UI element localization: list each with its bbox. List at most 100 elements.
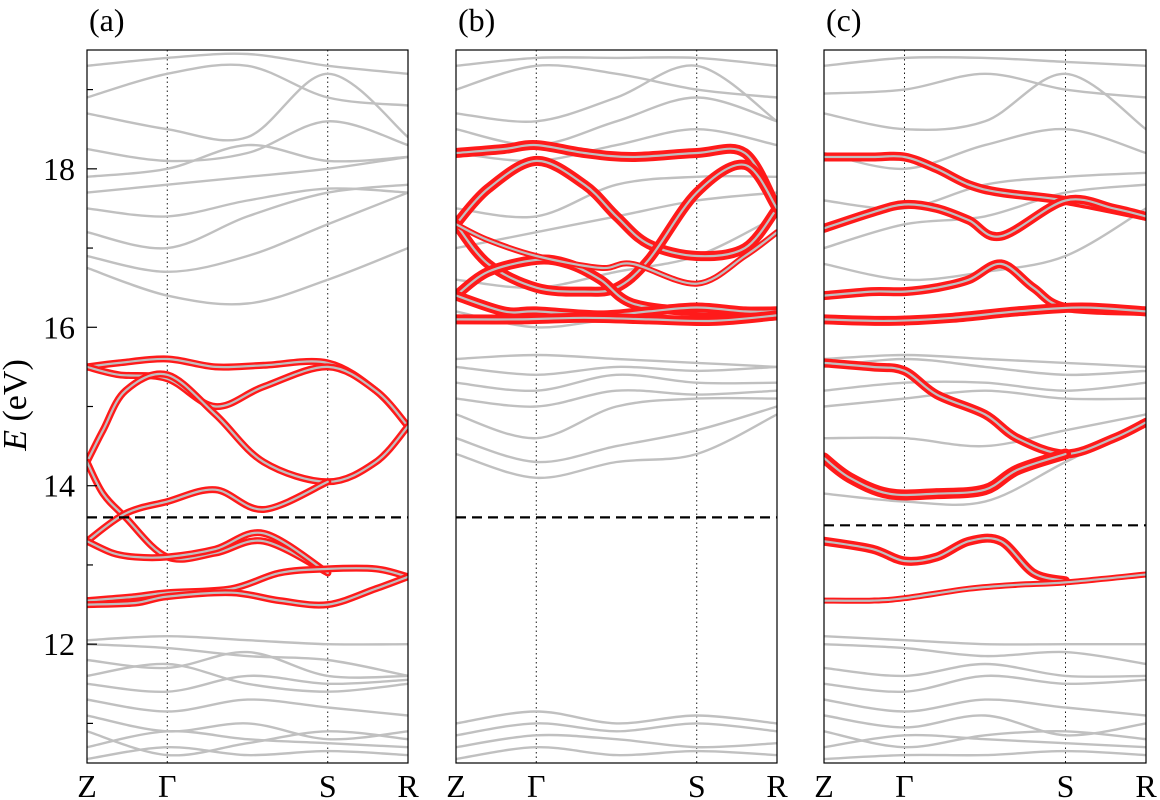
weighted-band	[824, 533, 1070, 586]
gray-band	[456, 64, 777, 123]
gray-band	[456, 710, 777, 725]
plot-area	[456, 50, 777, 763]
gray-band	[824, 357, 1146, 377]
gray-band	[87, 674, 408, 694]
weighted-band-core	[456, 314, 777, 323]
gray-band	[87, 714, 408, 741]
x-tick-label: S	[1057, 768, 1075, 800]
panel-b: (b) Z Γ S R	[446, 2, 788, 800]
gray-band	[87, 643, 408, 678]
x-tick-label: S	[319, 768, 337, 800]
plot-area	[87, 50, 408, 763]
y-axis-label: E (eV)	[0, 359, 34, 452]
weighted-band-core	[456, 223, 777, 285]
gray-band	[824, 662, 1146, 678]
panels: (a) Z Γ S R 12 14 16 18 (b) Z Γ S R (c) Z Γ S R	[43, 2, 1157, 800]
gray-band	[87, 650, 408, 679]
weighted-band-core	[824, 537, 1067, 582]
y-tick-label: 12	[43, 626, 75, 662]
weighted-band-core	[824, 198, 1146, 238]
x-tick-label: R	[766, 768, 788, 800]
gray-band	[87, 729, 408, 749]
x-tick-label: R	[1135, 768, 1157, 800]
weighted-band-core	[824, 452, 1067, 497]
weighted-band-core	[824, 306, 1146, 323]
gray-band	[824, 643, 1146, 666]
gray-band	[456, 56, 777, 67]
gray-band	[456, 215, 777, 290]
y-tick-label: 14	[43, 468, 75, 504]
y-tick-label: 16	[43, 309, 75, 345]
gray-band	[87, 698, 408, 717]
gray-band	[824, 635, 1146, 646]
weighted-band-core	[87, 372, 408, 483]
gray-band	[456, 396, 777, 440]
plot-area	[824, 50, 1146, 763]
gray-band	[87, 634, 408, 646]
gray-band	[87, 143, 408, 178]
gray-band	[87, 183, 408, 250]
gray-band	[824, 413, 1146, 448]
gray-band	[824, 127, 1146, 171]
gray-band	[87, 246, 408, 306]
x-tick-label: Z	[446, 768, 466, 800]
gray-band	[824, 380, 1146, 392]
weighted-band-core	[87, 531, 329, 574]
gray-band	[456, 745, 777, 761]
x-tick-label: Γ	[158, 768, 177, 800]
gray-band	[824, 749, 1146, 761]
gray-band	[824, 733, 1146, 749]
weighted-band	[824, 358, 1146, 459]
weighted-band-core	[87, 567, 408, 602]
x-tick-label: Γ	[895, 768, 914, 800]
x-tick-label: Z	[77, 768, 97, 800]
plot-frame	[455, 49, 778, 764]
plot-frame	[823, 49, 1147, 764]
panel-label: (a)	[89, 2, 125, 38]
gray-band	[456, 413, 777, 480]
gray-band	[456, 127, 777, 163]
y-tick-label: 18	[43, 151, 75, 187]
gray-band	[87, 730, 408, 757]
panel-c: (c) Z Γ S R	[814, 2, 1157, 800]
gray-band	[456, 96, 777, 147]
panel-label: (c)	[826, 2, 862, 38]
gray-band	[824, 72, 1146, 99]
weighted-band	[824, 194, 1146, 242]
gray-band	[87, 120, 408, 163]
gray-band	[824, 55, 1146, 67]
x-tick-label: R	[397, 768, 419, 800]
gray-band	[824, 674, 1146, 694]
gray-band	[824, 353, 1146, 369]
gray-band	[456, 353, 777, 369]
gray-band	[87, 191, 408, 274]
gray-band	[456, 405, 777, 464]
weighted-band-core	[87, 365, 408, 428]
gray-band	[456, 373, 777, 393]
panel-a: (a) Z Γ S R 12 14 16 18	[43, 2, 419, 800]
gray-band	[824, 183, 1146, 250]
x-tick-label: S	[688, 768, 706, 800]
weighted-band	[87, 370, 408, 486]
x-tick-label: Z	[814, 768, 834, 800]
gray-band	[87, 187, 408, 218]
gray-band	[87, 52, 408, 75]
gray-band	[87, 155, 408, 194]
weighted-band-core	[456, 159, 777, 258]
gray-band	[456, 733, 777, 749]
weighted-band	[824, 448, 1071, 501]
gray-band	[824, 72, 1146, 132]
weighted-band-core	[456, 143, 777, 210]
x-tick-label: Γ	[527, 768, 546, 800]
gray-band	[824, 389, 1146, 408]
gray-band	[824, 714, 1146, 737]
y-axis-title: E (eV)	[0, 359, 34, 452]
gray-band	[456, 389, 777, 408]
gray-band	[824, 698, 1146, 717]
weighted-band-core	[824, 573, 1146, 602]
gray-band	[456, 722, 777, 737]
gray-band	[87, 745, 408, 761]
gray-band	[87, 63, 408, 107]
weighted-band-core	[824, 361, 1146, 456]
